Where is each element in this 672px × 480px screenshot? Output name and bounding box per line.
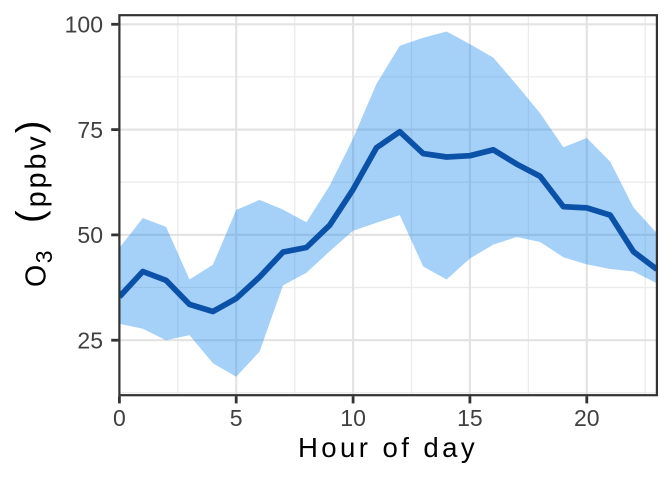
svg-text:25: 25 — [77, 327, 103, 353]
svg-text:75: 75 — [77, 117, 103, 143]
svg-text:10: 10 — [340, 405, 366, 431]
svg-text:100: 100 — [65, 12, 103, 38]
svg-text:0: 0 — [113, 405, 126, 431]
svg-text:50: 50 — [77, 222, 103, 248]
svg-text:20: 20 — [574, 405, 600, 431]
svg-text:5: 5 — [230, 405, 243, 431]
svg-text:15: 15 — [457, 405, 483, 431]
svg-text:Hour of day: Hour of day — [298, 432, 478, 463]
